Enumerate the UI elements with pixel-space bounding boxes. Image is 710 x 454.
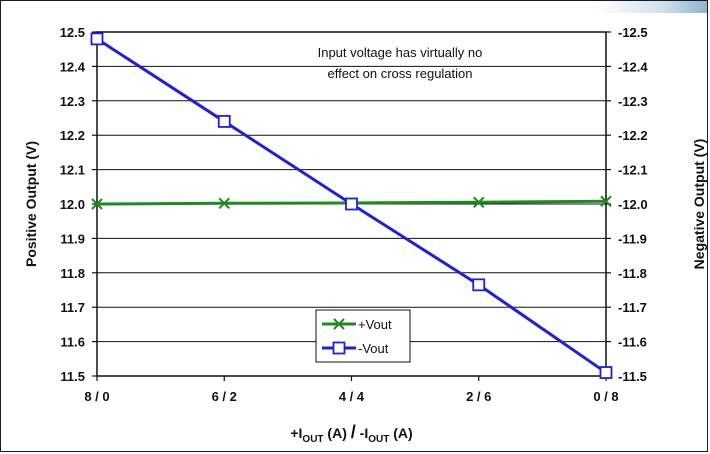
x-title-part: +I — [290, 425, 302, 441]
data-point-vout — [345, 197, 358, 211]
series-layer — [90, 32, 613, 379]
y-left-tick-label: 11.8 — [60, 266, 85, 281]
y-left-axis-title: Positive Output (V) — [23, 141, 39, 267]
annotation-line-1: Input voltage has virtually no — [318, 45, 483, 60]
annotation-line-2: effect on cross regulation — [327, 66, 472, 81]
x-title-subscript: OUT — [368, 434, 389, 445]
legend-box — [315, 309, 411, 363]
data-point-vout — [217, 115, 231, 128]
y-left-tick-label: 11.7 — [60, 300, 85, 315]
y-right-tick-label: -11.8 — [618, 266, 647, 281]
x-tick-label: 2 / 6 — [466, 389, 491, 404]
y-left-tick-label: 12.4 — [60, 59, 86, 74]
y-left-tick-label: 11.9 — [60, 231, 85, 246]
x-title-part: (A) — [324, 425, 351, 441]
x-tick-label: 4 / 4 — [339, 389, 365, 404]
y-right-tick-label: -12.1 — [618, 163, 648, 178]
y-right-tick-label: -12.0 — [618, 197, 648, 212]
data-point-vout — [599, 366, 613, 379]
y-left-tick-label: 12.1 — [60, 163, 85, 178]
legend: +Vout -Vout — [315, 309, 411, 363]
x-tick-label: 8 / 0 — [84, 389, 109, 404]
y-left-tick-label: 12.5 — [60, 25, 85, 40]
data-point-vout — [91, 198, 103, 210]
corner-decoration — [597, 1, 707, 13]
x-title-part: -I — [356, 425, 368, 441]
y-left-tick-label: 11.6 — [60, 335, 85, 350]
legend-label: +Vout — [358, 317, 392, 332]
y-right-tick-label: -11.5 — [618, 369, 647, 384]
legend-marker — [333, 318, 345, 330]
annotation: Input voltage has virtually no effect on… — [318, 45, 483, 81]
data-point-vout — [473, 196, 485, 208]
x-tick-labels: 8 / 0 6 / 2 4 / 4 2 / 6 0 / 8 — [84, 389, 618, 404]
data-point-vout — [600, 195, 612, 207]
y-left-tick-label: 11.5 — [60, 369, 85, 384]
y-right-tick-label: -12.3 — [618, 94, 648, 109]
y-left-tick-label: 12.3 — [60, 94, 85, 109]
y-right-tick-label: -11.9 — [618, 231, 647, 246]
x-tick-label: 6 / 2 — [212, 389, 237, 404]
y-left-tick-label: 12.0 — [60, 197, 85, 212]
y-right-tick-label: -11.6 — [618, 335, 647, 350]
left-tick-labels: 11.5 11.6 11.7 11.8 11.9 12.0 12.1 12.2 12.3 12.4… — [60, 25, 86, 384]
legend-label: -Vout — [358, 341, 389, 356]
y-right-tick-label: -12.2 — [618, 128, 648, 143]
y-right-tick-label: -12.4 — [618, 59, 648, 74]
y-left-tick-label: 12.2 — [60, 128, 85, 143]
data-point-vout — [90, 32, 104, 46]
y-right-axis-title: Negative Output (V) — [691, 139, 707, 270]
legend-marker — [332, 341, 346, 355]
x-title-part: (A) — [389, 425, 412, 441]
data-point-vout — [218, 197, 230, 210]
y-right-tick-label: -11.7 — [618, 300, 647, 315]
x-tick-label: 0 / 8 — [593, 389, 618, 404]
x-title-slash: / — [351, 422, 356, 442]
y-right-tick-label: -12.5 — [618, 25, 648, 40]
x-axis-title: +IOUT (A) / -IOUT (A) — [290, 422, 412, 445]
right-tick-labels: -11.5 -11.6 -11.7 -11.8 -11.9 -12.0 -12.1 -12.2… — [618, 25, 648, 384]
x-title-subscript: OUT — [302, 434, 323, 445]
data-point-vout — [472, 278, 486, 292]
